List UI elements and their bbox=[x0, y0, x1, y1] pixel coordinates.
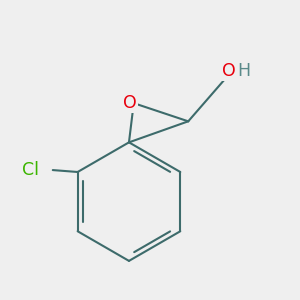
Text: H: H bbox=[238, 62, 250, 80]
Text: O: O bbox=[221, 62, 235, 80]
Text: O: O bbox=[123, 94, 137, 112]
Text: Cl: Cl bbox=[22, 161, 39, 179]
